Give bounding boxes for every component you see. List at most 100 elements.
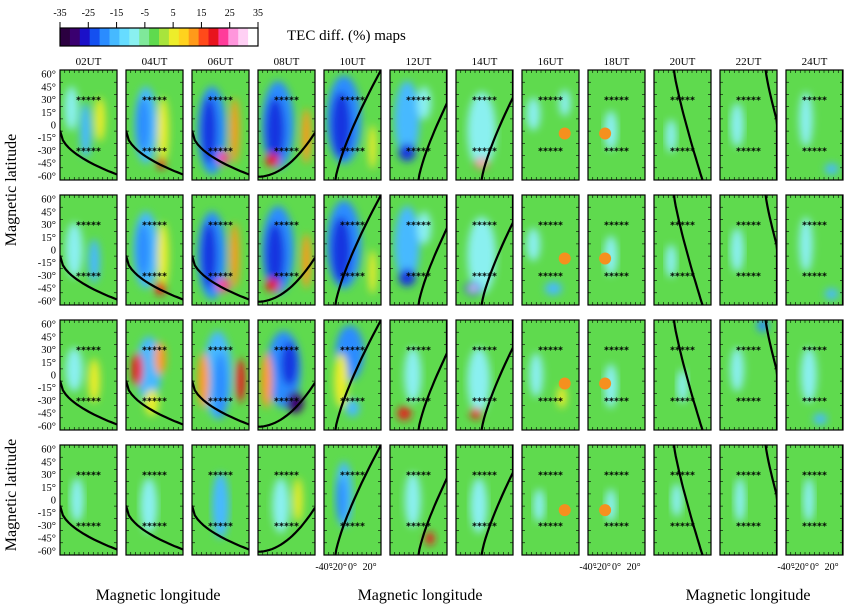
- x-axis-label-center: Magnetic longitude: [358, 587, 483, 604]
- tec-anomaly-region: [230, 222, 240, 289]
- station-marker: *****: [406, 346, 431, 357]
- tec-anomaly-region: [70, 478, 84, 522]
- tec-anomaly-region: [265, 278, 280, 292]
- map-panel-10ut-row1: ***** ***** 10UT: [323, 56, 382, 181]
- time-column-label: 22UT: [736, 56, 762, 68]
- station-marker: *****: [274, 96, 299, 107]
- station-marker: *****: [538, 271, 563, 282]
- station-marker: *****: [208, 146, 233, 157]
- station-marker: *****: [802, 521, 827, 532]
- station-marker: *****: [340, 471, 365, 482]
- terminator-curve: [417, 445, 447, 555]
- colorbar-swatch: [89, 28, 101, 46]
- time-column-label: 02UT: [76, 56, 102, 68]
- station-marker: *****: [274, 471, 299, 482]
- tec-anomaly-region: [94, 97, 106, 142]
- x-axis-label-right: Magnetic longitude: [686, 587, 811, 604]
- tec-anomaly-region: [88, 358, 100, 403]
- map-panel-12ut-row3: ***** *****: [389, 319, 448, 431]
- colorbar-tick-label: -35: [53, 8, 66, 19]
- tec-anomaly-region: [368, 125, 377, 169]
- tec-anomaly-region: [824, 288, 839, 300]
- terminator-curve: [126, 130, 183, 176]
- tec-anomaly-region: [803, 478, 815, 522]
- map-panel-04ut-row3: ***** *****: [125, 319, 184, 431]
- station-marker: *****: [802, 271, 827, 282]
- station-marker: *****: [736, 521, 761, 532]
- lon-tick-label: 0°: [348, 562, 357, 573]
- station-marker: *****: [340, 96, 365, 107]
- terminator-curve: [60, 130, 117, 176]
- station-marker: *****: [406, 221, 431, 232]
- station-marker: *****: [142, 271, 167, 282]
- station-marker: *****: [76, 521, 101, 532]
- terminator-curve: [764, 195, 777, 305]
- station-marker: *****: [274, 521, 299, 532]
- tec-anomaly-region: [201, 97, 218, 164]
- station-marker: *****: [76, 396, 101, 407]
- terminator-curve: [672, 70, 704, 180]
- map-panel-02ut-row4: ***** *****: [59, 444, 118, 556]
- station-marker: *****: [538, 346, 563, 357]
- tec-anomaly-region: [671, 483, 683, 517]
- station-marker: *****: [208, 221, 233, 232]
- x-axis-label-left: Magnetic longitude: [96, 587, 221, 604]
- map-background: [786, 70, 843, 180]
- station-marker: *****: [604, 471, 629, 482]
- station-marker: *****: [538, 146, 563, 157]
- station-marker: *****: [538, 521, 563, 532]
- lat-tick-label: -45°: [38, 409, 56, 420]
- subsolar-point-marker: [599, 377, 612, 390]
- tec-anomaly-region: [526, 97, 541, 131]
- tec-anomaly-region: [526, 228, 541, 261]
- map-panel-10ut-row3: ***** *****: [323, 319, 382, 431]
- colorbar-swatch: [248, 28, 259, 46]
- colorbar-swatch: [69, 28, 81, 46]
- terminator-curve: [417, 320, 447, 430]
- map-background: [588, 445, 645, 555]
- station-marker: *****: [472, 271, 497, 282]
- time-column-label: 14UT: [472, 56, 498, 68]
- lon-tick-label: 20°: [363, 562, 377, 573]
- station-marker: *****: [736, 471, 761, 482]
- map-background: [654, 70, 711, 180]
- terminator-curve: [480, 70, 513, 180]
- station-marker: *****: [406, 521, 431, 532]
- tec-anomaly-region: [799, 92, 813, 147]
- terminator-curve: [192, 255, 249, 301]
- time-column-label: 08UT: [274, 56, 300, 68]
- lat-tick-label: 0: [51, 121, 56, 132]
- colorbar-swatch: [178, 28, 190, 46]
- colorbar-frame: [59, 27, 259, 47]
- station-marker: *****: [670, 471, 695, 482]
- lat-tick-label: -15°: [38, 508, 56, 519]
- colorbar-swatch: [99, 28, 111, 46]
- map-background: [654, 445, 711, 555]
- station-marker: *****: [472, 146, 497, 157]
- colorbar-swatch: [238, 28, 249, 46]
- tec-anomaly-region: [469, 285, 478, 292]
- lat-tick-label: -15°: [38, 383, 56, 394]
- tec-anomaly-region: [799, 217, 813, 272]
- terminator-curve: [672, 320, 704, 430]
- station-marker: *****: [142, 521, 167, 532]
- lat-tick-label: 15°: [41, 358, 56, 369]
- map-panel-16ut-row4: ***** *****: [521, 444, 580, 556]
- map-background: [786, 195, 843, 305]
- map-panel-06ut-row2: ***** *****: [191, 194, 250, 306]
- station-marker: *****: [142, 346, 167, 357]
- tec-anomaly-region: [398, 143, 416, 162]
- tec-anomaly-region: [265, 222, 285, 289]
- tec-anomaly-region: [272, 478, 290, 533]
- terminator-curve: [764, 70, 777, 180]
- map-panel-24ut-row3: ***** *****: [785, 319, 844, 431]
- terminator-curve: [126, 380, 183, 426]
- terminator-curve: [417, 70, 447, 180]
- panel-row-2: 60°45°30°15°0-15°-30°-45°-60°***********…: [38, 194, 844, 307]
- lat-tick-label: -45°: [38, 534, 56, 545]
- station-marker: *****: [472, 221, 497, 232]
- tec-anomaly-region: [730, 103, 744, 147]
- colorbar-swatches: [60, 28, 259, 46]
- station-marker: *****: [670, 96, 695, 107]
- tec-anomaly-region: [394, 206, 420, 283]
